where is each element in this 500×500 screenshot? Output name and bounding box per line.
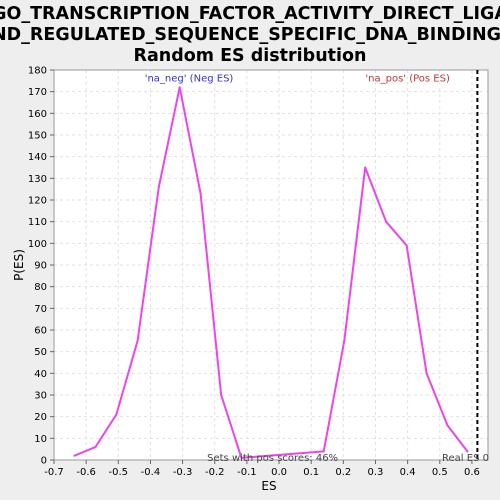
series-point (136, 339, 139, 342)
series-point (240, 456, 243, 459)
series-point (322, 450, 325, 453)
series-point (425, 372, 428, 375)
series-point (178, 86, 181, 89)
x-tick-label: -0.1 (237, 467, 257, 478)
x-tick-label: 0.2 (335, 467, 351, 478)
x-tick-label: -0.5 (109, 467, 129, 478)
y-tick-label: 110 (28, 217, 47, 228)
x-tick-label: 0.3 (368, 467, 384, 478)
y-tick-label: 80 (34, 282, 47, 293)
pos-scores-annotation: Sets with pos scores: 46% (207, 453, 338, 464)
series-point (405, 244, 408, 247)
y-tick-label: 90 (34, 261, 47, 272)
y-tick-label: 60 (34, 326, 47, 337)
y-tick-label: 180 (28, 66, 47, 77)
x-tick-label: 0.1 (303, 467, 319, 478)
y-tick-label: 140 (28, 152, 47, 163)
x-tick-label: -0.3 (173, 467, 193, 478)
series-point (94, 446, 97, 448)
y-tick-label: 0 (41, 456, 47, 467)
series-point (157, 186, 160, 188)
x-tick-label: -0.6 (76, 467, 96, 478)
y-tick-label: 10 (34, 434, 47, 445)
y-tick-label: 20 (34, 412, 47, 423)
series-point (446, 424, 449, 427)
real-es-annotation: Real ES 0 (442, 453, 489, 464)
series-point (466, 450, 469, 453)
y-tick-label: 100 (28, 239, 47, 250)
y-tick-label: 30 (34, 391, 47, 402)
chart-title-line: GO_TRANSCRIPTION_FACTOR_ACTIVITY_DIRECT_… (0, 4, 500, 24)
x-tick-label: -0.4 (141, 467, 161, 478)
x-tick-label: 0.4 (400, 467, 416, 478)
y-tick-label: 50 (34, 347, 47, 358)
series-point (385, 220, 388, 223)
y-tick-label: 40 (34, 369, 47, 380)
series-point (220, 394, 223, 396)
x-tick-label: 0.0 (271, 467, 287, 478)
x-tick-label: -0.2 (205, 467, 225, 478)
y-tick-label: 70 (34, 304, 47, 315)
y-tick-label: 120 (28, 196, 47, 207)
y-tick-label: 150 (28, 131, 47, 142)
series-point (115, 413, 118, 416)
y-axis-label: P(ES) (12, 249, 26, 281)
neg-es-annotation: 'na_neg' (Neg ES) (145, 74, 234, 85)
x-tick-label: -0.7 (44, 467, 64, 478)
x-axis-label: ES (261, 479, 276, 493)
series-point (364, 166, 367, 169)
y-tick-label: 170 (28, 87, 47, 98)
chart-title-line: ND_REGULATED_SEQUENCE_SPECIFIC_DNA_BINDI… (0, 25, 500, 45)
x-tick-label: 0.5 (432, 467, 448, 478)
pos-es-annotation: 'na_pos' (Pos ES) (365, 74, 450, 85)
x-tick-label: 0.6 (464, 467, 480, 478)
chart-title-line: Random ES distribution (133, 46, 366, 66)
series-point (73, 454, 76, 457)
series-point (343, 339, 346, 342)
series-point (199, 192, 202, 195)
y-tick-label: 160 (28, 109, 47, 120)
y-tick-label: 130 (28, 174, 47, 185)
